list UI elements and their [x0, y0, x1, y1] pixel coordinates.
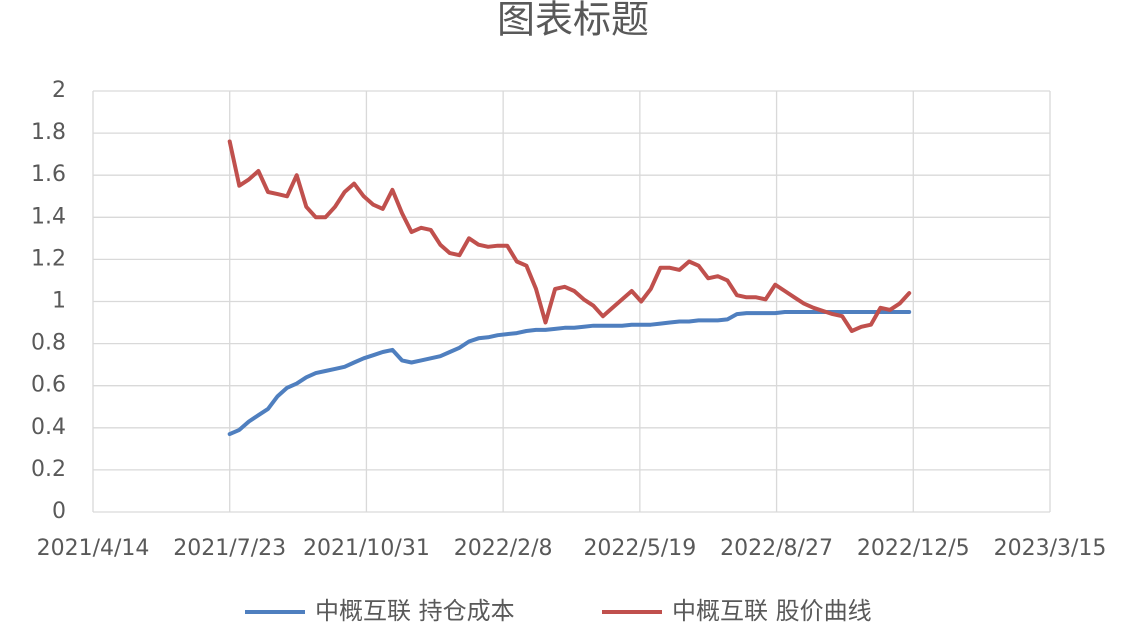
y-tick-label: 0.6 [31, 373, 66, 398]
line-series [227, 139, 912, 333]
legend-label: 中概互联 持仓成本 [315, 597, 515, 625]
y-tick-label: 0.2 [31, 457, 66, 482]
x-tick-label: 2021/10/31 [303, 536, 430, 561]
y-tick-label: 0 [52, 499, 66, 524]
y-tick-label: 1.6 [31, 162, 66, 187]
y-tick-label: 1 [52, 289, 66, 314]
y-tick-label: 0.4 [31, 415, 66, 440]
x-tick-label: 2021/4/14 [37, 536, 150, 561]
x-tick-label: 2022/5/19 [583, 536, 696, 561]
x-tick-label: 2023/3/15 [994, 536, 1107, 561]
x-tick-label: 2022/2/8 [454, 536, 553, 561]
x-tick-label: 2022/12/5 [857, 536, 970, 561]
x-tick-label: 2021/7/23 [173, 536, 286, 561]
x-tick-label: 2022/8/27 [720, 536, 833, 561]
y-tick-label: 1.8 [31, 120, 66, 145]
y-tick-label: 1.4 [31, 204, 66, 229]
legend-label: 中概互联 股价曲线 [672, 597, 872, 625]
y-tick-label: 0.8 [31, 331, 66, 356]
line-series [227, 310, 912, 437]
y-tick-label: 1.2 [31, 246, 66, 271]
chart-title: 图表标题 [497, 0, 649, 42]
y-tick-label: 2 [52, 78, 66, 103]
